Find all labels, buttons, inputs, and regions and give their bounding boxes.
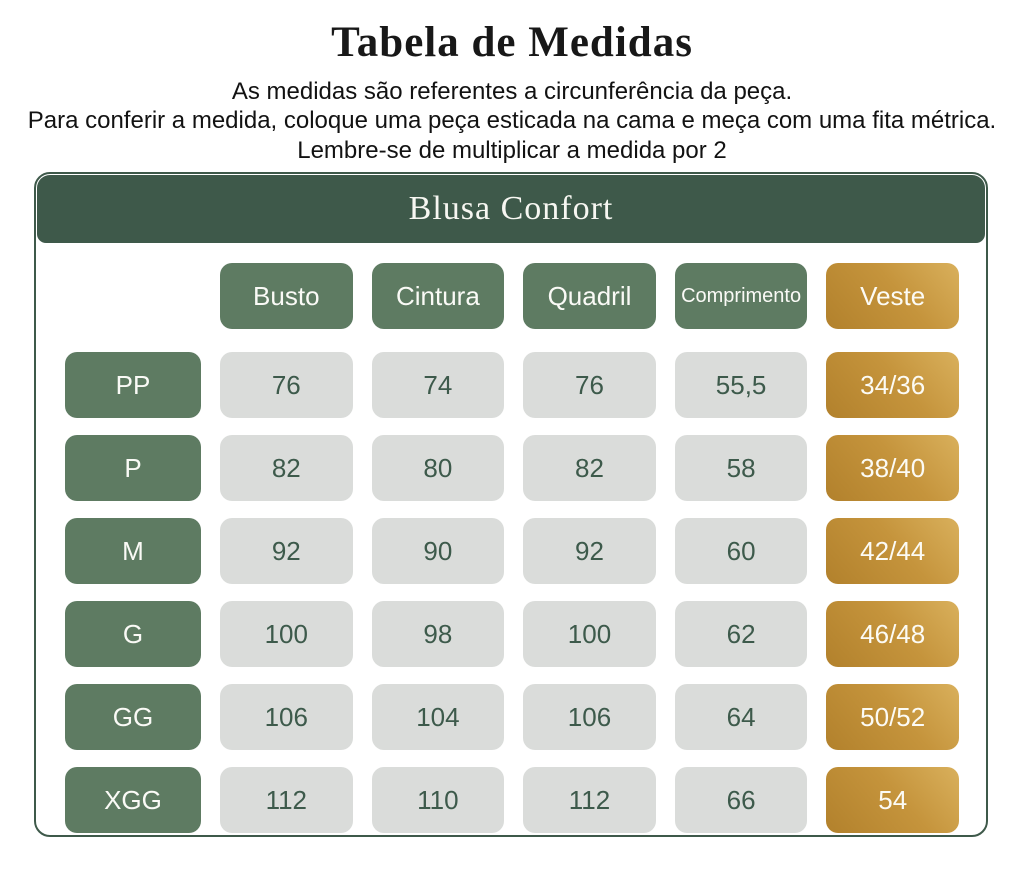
size-table-card: Blusa Confort Busto Cintura Quadril Comprim… [34, 172, 988, 837]
cell-pp-busto: 76 [220, 352, 353, 418]
cell-g-comprimento: 62 [674, 601, 808, 667]
cell-g-quadril: 100 [523, 601, 656, 667]
cell-gg-comprimento: 64 [674, 684, 808, 750]
cell-p-comprimento: 58 [674, 435, 808, 501]
cell-xgg-comprimento: 66 [674, 767, 808, 833]
row-header-m: M [65, 518, 201, 584]
cell-gg-quadril: 106 [523, 684, 656, 750]
cell-g-busto: 100 [220, 601, 353, 667]
table-title-bar: Blusa Confort [37, 175, 985, 243]
column-header-veste: Veste [826, 263, 959, 329]
row-header-p: P [65, 435, 201, 501]
cell-xgg-busto: 112 [220, 767, 353, 833]
cell-g-cintura: 98 [371, 601, 505, 667]
size-table: Busto Cintura Quadril Comprimento Veste PP 76 7… [36, 244, 986, 833]
row-header-g: G [65, 601, 201, 667]
column-header-comprimento: Comprimento [674, 263, 808, 329]
page-title: Tabela de Medidas [331, 19, 693, 66]
cell-p-veste: 38/40 [826, 435, 959, 501]
cell-pp-quadril: 76 [523, 352, 656, 418]
cell-xgg-cintura: 110 [371, 767, 505, 833]
subtitle-line-2: Para conferir a medida, coloque uma peça… [27, 107, 997, 164]
cell-m-comprimento: 60 [674, 518, 808, 584]
cell-pp-veste: 34/36 [826, 352, 959, 418]
cell-m-quadril: 92 [523, 518, 656, 584]
row-header-pp: PP [65, 352, 201, 418]
table-corner-spacer [65, 263, 201, 335]
cell-gg-cintura: 104 [371, 684, 505, 750]
cell-p-cintura: 80 [371, 435, 505, 501]
cell-m-veste: 42/44 [826, 518, 959, 584]
subtitle-line-1: As medidas são referentes a circunferênc… [231, 78, 793, 105]
cell-m-cintura: 90 [371, 518, 505, 584]
cell-pp-cintura: 74 [371, 352, 505, 418]
cell-m-busto: 92 [220, 518, 353, 584]
page-header: Tabela de Medidas As medidas são referen… [0, 0, 1024, 165]
cell-xgg-quadril: 112 [523, 767, 656, 833]
cell-p-busto: 82 [220, 435, 353, 501]
row-header-gg: GG [65, 684, 201, 750]
cell-pp-comprimento: 55,5 [674, 352, 808, 418]
column-header-cintura: Cintura [371, 263, 505, 329]
cell-xgg-veste: 54 [826, 767, 959, 833]
column-header-busto: Busto [220, 263, 353, 329]
cell-g-veste: 46/48 [826, 601, 959, 667]
column-header-quadril: Quadril [523, 263, 656, 329]
cell-p-quadril: 82 [523, 435, 656, 501]
cell-gg-busto: 106 [220, 684, 353, 750]
cell-gg-veste: 50/52 [826, 684, 959, 750]
table-title: Blusa Confort [408, 190, 614, 227]
row-header-xgg: XGG [65, 767, 201, 833]
